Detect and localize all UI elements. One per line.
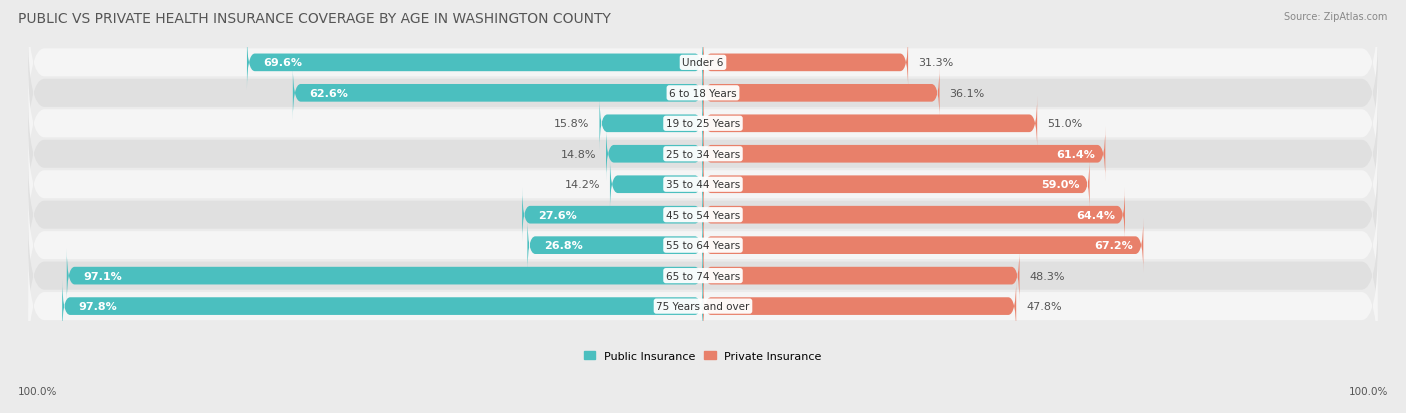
Text: 65 to 74 Years: 65 to 74 Years [666, 271, 740, 281]
Text: 14.2%: 14.2% [565, 180, 600, 190]
Text: 26.8%: 26.8% [544, 241, 582, 251]
Text: 97.1%: 97.1% [83, 271, 122, 281]
FancyBboxPatch shape [703, 127, 1105, 182]
Text: 25 to 34 Years: 25 to 34 Years [666, 150, 740, 159]
FancyBboxPatch shape [292, 66, 703, 121]
FancyBboxPatch shape [66, 248, 703, 304]
FancyBboxPatch shape [522, 188, 703, 243]
Text: 64.4%: 64.4% [1076, 210, 1115, 220]
FancyBboxPatch shape [28, 183, 1378, 308]
FancyBboxPatch shape [28, 214, 1378, 338]
FancyBboxPatch shape [599, 96, 703, 152]
Text: 45 to 54 Years: 45 to 54 Years [666, 210, 740, 220]
Text: 59.0%: 59.0% [1042, 180, 1080, 190]
FancyBboxPatch shape [28, 244, 1378, 368]
Text: 15.8%: 15.8% [554, 119, 589, 129]
Text: 75 Years and over: 75 Years and over [657, 301, 749, 311]
Text: 48.3%: 48.3% [1029, 271, 1064, 281]
Text: 31.3%: 31.3% [918, 58, 953, 68]
FancyBboxPatch shape [703, 188, 1125, 243]
Text: PUBLIC VS PRIVATE HEALTH INSURANCE COVERAGE BY AGE IN WASHINGTON COUNTY: PUBLIC VS PRIVATE HEALTH INSURANCE COVER… [18, 12, 612, 26]
FancyBboxPatch shape [28, 1, 1378, 125]
FancyBboxPatch shape [703, 248, 1019, 304]
Text: 35 to 44 Years: 35 to 44 Years [666, 180, 740, 190]
Text: 62.6%: 62.6% [309, 89, 349, 99]
Text: Source: ZipAtlas.com: Source: ZipAtlas.com [1284, 12, 1388, 22]
Text: 100.0%: 100.0% [18, 387, 58, 396]
FancyBboxPatch shape [28, 31, 1378, 156]
Text: 61.4%: 61.4% [1057, 150, 1095, 159]
Text: 19 to 25 Years: 19 to 25 Years [666, 119, 740, 129]
Text: 97.8%: 97.8% [79, 301, 117, 311]
FancyBboxPatch shape [703, 36, 908, 91]
Text: 36.1%: 36.1% [949, 89, 984, 99]
Text: 67.2%: 67.2% [1095, 241, 1133, 251]
FancyBboxPatch shape [527, 218, 703, 273]
Legend: Public Insurance, Private Insurance: Public Insurance, Private Insurance [579, 347, 827, 365]
Text: Under 6: Under 6 [682, 58, 724, 68]
Text: 27.6%: 27.6% [538, 210, 578, 220]
FancyBboxPatch shape [703, 96, 1038, 152]
FancyBboxPatch shape [28, 123, 1378, 247]
FancyBboxPatch shape [28, 153, 1378, 277]
Text: 100.0%: 100.0% [1348, 387, 1388, 396]
FancyBboxPatch shape [62, 279, 703, 334]
FancyBboxPatch shape [703, 279, 1017, 334]
FancyBboxPatch shape [703, 66, 939, 121]
FancyBboxPatch shape [610, 157, 703, 212]
Text: 55 to 64 Years: 55 to 64 Years [666, 241, 740, 251]
FancyBboxPatch shape [247, 36, 703, 91]
FancyBboxPatch shape [703, 157, 1090, 212]
Text: 51.0%: 51.0% [1047, 119, 1083, 129]
Text: 47.8%: 47.8% [1026, 301, 1062, 311]
Text: 69.6%: 69.6% [263, 58, 302, 68]
Text: 14.8%: 14.8% [561, 150, 596, 159]
Text: 6 to 18 Years: 6 to 18 Years [669, 89, 737, 99]
FancyBboxPatch shape [28, 62, 1378, 186]
FancyBboxPatch shape [606, 127, 703, 182]
FancyBboxPatch shape [28, 93, 1378, 216]
FancyBboxPatch shape [703, 218, 1143, 273]
